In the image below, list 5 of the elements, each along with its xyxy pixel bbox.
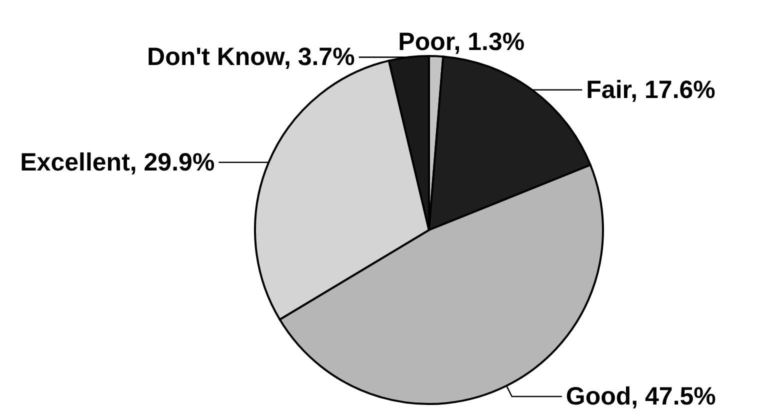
slice-label: Excellent, 29.9% — [20, 148, 215, 176]
slice-label: Poor, 1.3% — [398, 28, 525, 56]
slice-label: Don't Know, 3.7% — [147, 43, 355, 72]
slice-label: Good, 47.5% — [566, 382, 716, 411]
slice-label: Fair, 17.6% — [586, 76, 716, 104]
